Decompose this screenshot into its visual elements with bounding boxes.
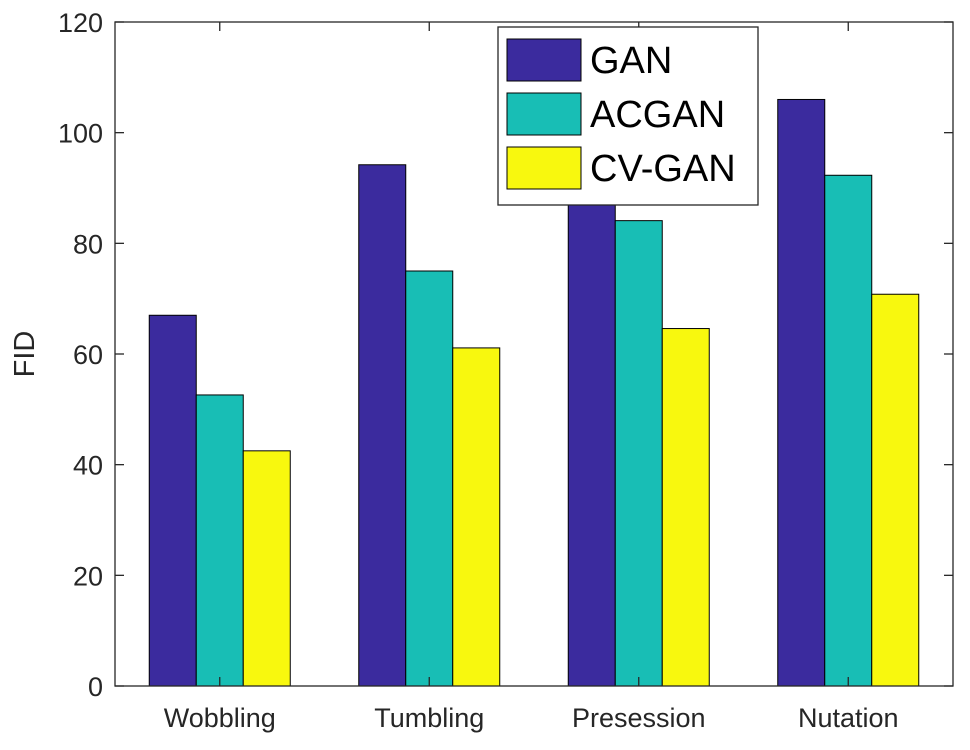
bar-acgan-nutation [824, 174, 873, 687]
y-axis-label: FID [9, 331, 41, 378]
bar-acgan-tumbling [405, 270, 454, 687]
x-axis-ticks: Wobbling Tumbling Presession Nutation [164, 22, 899, 733]
bar-gan-wobbling [148, 314, 197, 687]
legend-label: CV-GAN [590, 148, 736, 190]
bar-gan-presession [567, 196, 616, 687]
y-tick-label: 60 [73, 340, 103, 370]
bar-cv-gan-wobbling [242, 450, 291, 687]
x-tick-label: Presession [572, 703, 706, 733]
bar-cv-gan-tumbling [452, 347, 501, 687]
legend: GAN ACGAN CV-GAN [497, 26, 759, 206]
y-axis-ticks: 0 20 40 60 80 100 120 [58, 8, 953, 702]
bar-gan-tumbling [358, 164, 407, 687]
bar-group [148, 98, 920, 687]
legend-swatch [506, 92, 582, 136]
bar-cv-gan-nutation [871, 293, 920, 687]
plot-area-frame [114, 21, 954, 687]
x-tick-label: Tumbling [374, 703, 484, 733]
y-tick-label: 40 [73, 451, 103, 481]
y-tick-label: 100 [58, 119, 103, 149]
bar-cv-gan-presession [661, 328, 710, 687]
x-tick-label: Nutation [798, 703, 899, 733]
legend-label: ACGAN [590, 94, 725, 136]
y-tick-label: 20 [73, 561, 103, 591]
y-tick-label: 80 [73, 229, 103, 259]
x-tick-label: Wobbling [164, 703, 276, 733]
legend-swatch [506, 38, 582, 82]
y-tick-label: 0 [88, 672, 103, 702]
legend-label: GAN [590, 40, 672, 82]
bar-acgan-wobbling [195, 394, 244, 687]
legend-swatch [506, 146, 582, 190]
bar-acgan-presession [614, 220, 663, 687]
bar-gan-nutation [777, 98, 826, 687]
y-tick-label: 120 [58, 8, 103, 38]
